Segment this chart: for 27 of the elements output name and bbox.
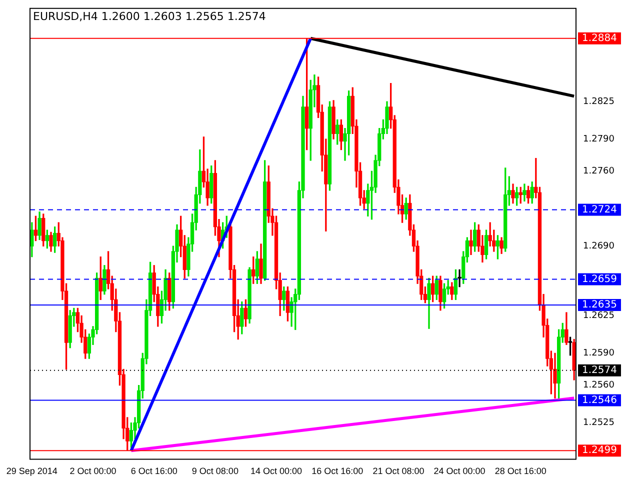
x-tick-label: 2 Oct 00:00: [70, 466, 116, 476]
y-tick-label: 1.2560: [583, 380, 615, 391]
y-tick-label: 1.2760: [583, 166, 615, 177]
x-tick-label: 14 Oct 00:00: [250, 466, 302, 476]
ref-line-label: 1.2546: [582, 394, 617, 406]
y-tick-label: 1.2525: [583, 418, 614, 428]
x-tick-label: 28 Oct 16:00: [494, 466, 546, 476]
x-tick-label: 6 Oct 16:00: [130, 466, 178, 476]
ref-line-label: 1.2635: [582, 300, 617, 311]
candlestick: [469, 230, 473, 256]
candlestick: [458, 269, 462, 288]
x-tick-label: 16 Oct 16:00: [312, 466, 364, 476]
x-tick-label: 24 Oct 00:00: [434, 466, 486, 476]
y-tick-label: 1.2690: [583, 241, 615, 252]
ref-line-label: 1.2884: [582, 32, 617, 44]
y-tick-label: 1.2790: [583, 134, 615, 144]
ref-line-label: 1.2574: [582, 364, 617, 376]
chart-title: EURUSD,H4 1.2600 1.2603 1.2565 1.2574: [33, 10, 266, 23]
x-tick-label: 9 Oct 08:00: [192, 466, 238, 476]
x-tick-label: 29 Sep 2014: [6, 466, 58, 476]
y-tick-label: 1.2590: [583, 348, 615, 359]
y-tick-label: 1.2825: [583, 96, 614, 107]
x-tick-label: 21 Oct 08:00: [372, 466, 424, 476]
ref-line-label: 1.2724: [582, 204, 617, 216]
y-tick-label: 1.2625: [583, 311, 614, 322]
ref-line-label: 1.2499: [582, 445, 617, 456]
ref-line-label: 1.2659: [582, 274, 617, 285]
